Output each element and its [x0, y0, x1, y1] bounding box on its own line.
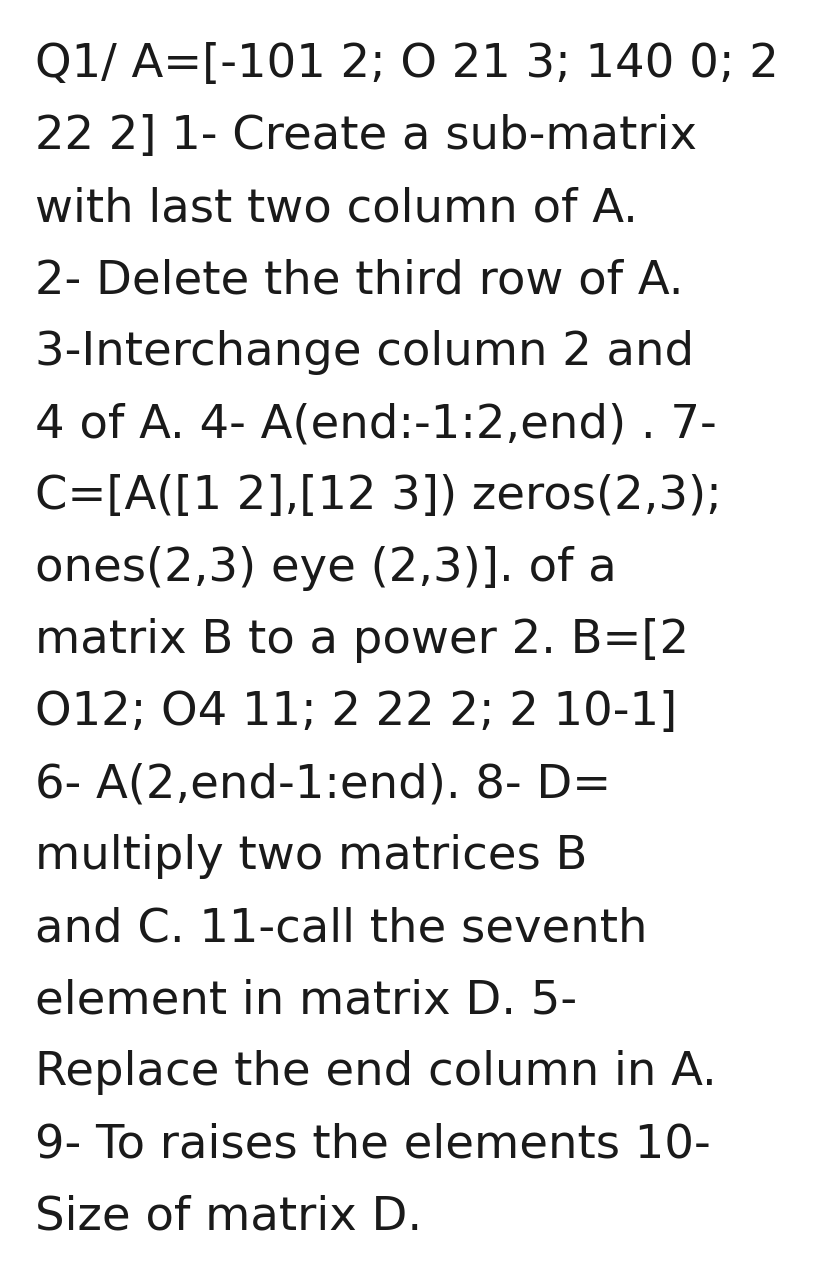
Text: Size of matrix D.: Size of matrix D. — [35, 1194, 423, 1239]
Text: element in matrix D. 5-: element in matrix D. 5- — [35, 978, 577, 1023]
Text: 4 of A. 4- A(end:-1:2,end) . 7-: 4 of A. 4- A(end:-1:2,end) . 7- — [35, 402, 717, 447]
Text: O12; O4 11; 2 22 2; 2 10-1]: O12; O4 11; 2 22 2; 2 10-1] — [35, 690, 677, 735]
Text: 6- A(2,end-1:end). 8- D=: 6- A(2,end-1:end). 8- D= — [35, 762, 612, 806]
Text: 9- To raises the elements 10-: 9- To raises the elements 10- — [35, 1123, 711, 1167]
Text: with last two column of A.: with last two column of A. — [35, 186, 638, 230]
Text: C=[A([1 2],[12 3]) zeros(2,3);: C=[A([1 2],[12 3]) zeros(2,3); — [35, 474, 722, 518]
Text: 2- Delete the third row of A.: 2- Delete the third row of A. — [35, 259, 684, 303]
Text: Q1/ A=[-101 2; O 21 3; 140 0; 2: Q1/ A=[-101 2; O 21 3; 140 0; 2 — [35, 42, 779, 87]
Text: and C. 11-call the seventh: and C. 11-call the seventh — [35, 906, 648, 951]
Text: 22 2] 1- Create a sub-matrix: 22 2] 1- Create a sub-matrix — [35, 114, 697, 159]
Text: multiply two matrices B: multiply two matrices B — [35, 835, 587, 879]
Text: Replace the end column in A.: Replace the end column in A. — [35, 1050, 717, 1094]
Text: matrix B to a power 2. B=[2: matrix B to a power 2. B=[2 — [35, 618, 689, 663]
Text: ones(2,3) eye (2,3)]. of a: ones(2,3) eye (2,3)]. of a — [35, 547, 617, 591]
Text: 3-Interchange column 2 and: 3-Interchange column 2 and — [35, 330, 694, 375]
